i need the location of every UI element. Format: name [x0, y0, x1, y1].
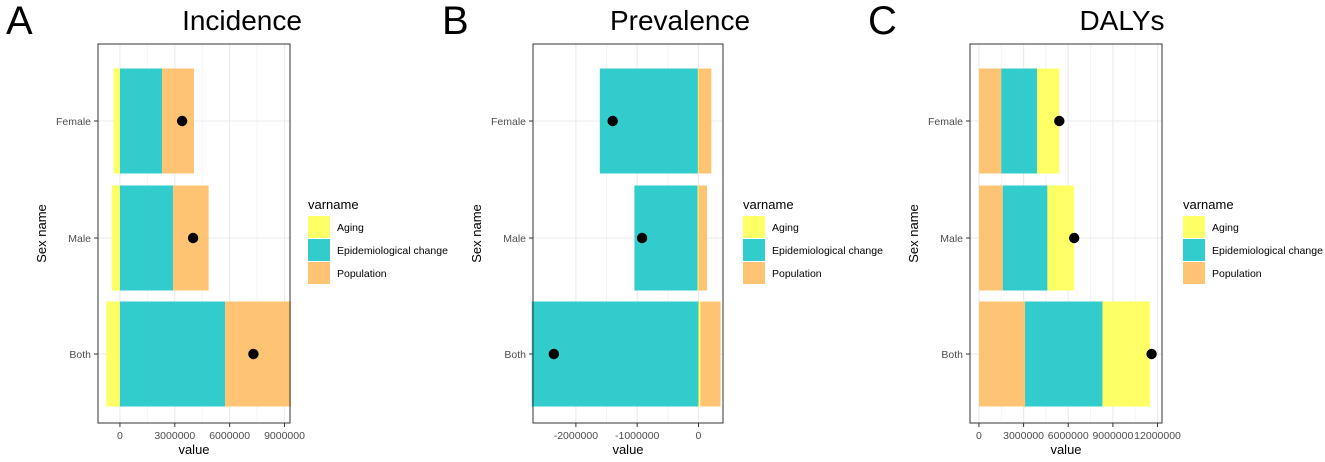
point-male [636, 232, 648, 244]
legend-swatch-aging [1183, 216, 1205, 238]
plot-border [532, 43, 724, 424]
legend-swatch-epidemiological-change [308, 239, 330, 261]
legend-label: Aging [772, 222, 799, 234]
x-tick-label: 9000000 [1092, 430, 1133, 442]
bar-female-epidemiological-change [119, 68, 162, 174]
legend-label: Population [337, 268, 387, 280]
x-axis-label: value [1050, 442, 1081, 457]
bar-female-epidemiological-change [1001, 68, 1037, 174]
x-tick-label: 3000000 [154, 430, 195, 442]
legend-label: Population [1212, 268, 1262, 280]
panel-b: B Prevalence Female Male Both -2000000 -100000… [442, 0, 883, 457]
panel-c: C DALYs Female Male Both 0 3000000 6000000 90000… [868, 0, 1323, 457]
panel-letter: B [442, 0, 469, 43]
x-tick-label: 6000000 [209, 430, 250, 442]
plot-border [97, 43, 291, 424]
legend: varname Aging Epidemiological change Popula… [743, 197, 883, 284]
y-tick-label: Male [940, 233, 963, 245]
x-tick-label: 9000000 [264, 430, 305, 442]
bar-both-epidemiological-change [119, 301, 226, 407]
point-female [1054, 115, 1065, 127]
panel-title: DALYs [1079, 5, 1164, 36]
point-female [607, 115, 618, 127]
plot-border [969, 43, 1163, 424]
legend-label: Aging [1212, 222, 1239, 234]
bar-both-aging [698, 301, 701, 407]
bar-female-aging [113, 68, 120, 174]
legend-swatch-epidemiological-change [1183, 239, 1205, 261]
legend-title: varname [1183, 197, 1234, 212]
legend-label: Epidemiological change [337, 245, 448, 257]
panel-a: A Incidence Female Male Both 0 3000000 6000000 9… [6, 0, 448, 457]
legend-label: Aging [337, 222, 364, 234]
x-tick-label: 6000000 [1048, 430, 1089, 442]
legend-title: varname [743, 197, 794, 212]
legend-swatch-population [743, 262, 765, 284]
x-tick-label: 12000000 [1134, 430, 1181, 442]
legend-label: Epidemiological change [1212, 245, 1323, 257]
point-both [248, 348, 259, 360]
panel-letter: C [868, 0, 897, 43]
panel-letter: A [6, 0, 33, 43]
y-tick-label: Male [503, 233, 526, 245]
point-both [1146, 348, 1157, 360]
bar-both-population [700, 301, 721, 407]
point-male [187, 232, 199, 244]
x-tick-label: -1000000 [615, 430, 660, 442]
y-tick-label: Female [491, 116, 526, 128]
bar-male-population [978, 185, 1003, 291]
y-tick-label: Both [941, 349, 963, 361]
bar-male-aging [697, 185, 699, 291]
y-axis-label: Sex name [34, 204, 49, 263]
bar-both-epidemiological-change [1025, 301, 1103, 407]
legend-label: Population [772, 268, 822, 280]
y-tick-label: Male [68, 233, 91, 245]
legend-swatch-aging [308, 216, 330, 238]
x-axis-label: value [178, 442, 209, 457]
bar-male-aging [111, 185, 120, 291]
bar-female-aging [697, 68, 699, 174]
legend-swatch-population [308, 262, 330, 284]
point-both [548, 348, 560, 360]
bar-male-epidemiological-change [1002, 185, 1048, 291]
x-tick-label: 0 [117, 430, 123, 442]
legend-swatch-epidemiological-change [743, 239, 765, 261]
point-male [1068, 232, 1080, 244]
legend-label: Epidemiological change [772, 245, 883, 257]
point-female [176, 115, 188, 127]
y-tick-label: Female [56, 116, 91, 128]
panel-title: Incidence [182, 5, 302, 36]
x-axis-label: value [612, 442, 643, 457]
bar-female-population [978, 68, 1002, 174]
y-axis-label: Sex name [469, 204, 484, 263]
y-axis-label: Sex name [906, 204, 921, 263]
legend-title: varname [308, 197, 359, 212]
legend-swatch-aging [743, 216, 765, 238]
bar-female-population [698, 68, 712, 174]
x-tick-label: 0 [976, 430, 982, 442]
panel-title: Prevalence [610, 5, 750, 36]
bar-both-population [978, 301, 1026, 407]
x-tick-label: 3000000 [1003, 430, 1044, 442]
legend-swatch-population [1183, 262, 1205, 284]
bar-both-aging [106, 301, 120, 407]
x-tick-label: -2000000 [554, 430, 599, 442]
y-tick-label: Both [69, 349, 91, 361]
bar-male-population [698, 185, 708, 291]
bar-both-aging [1102, 301, 1151, 407]
x-tick-label: 0 [696, 430, 702, 442]
y-tick-label: Both [504, 349, 526, 361]
bar-male-epidemiological-change [119, 185, 173, 291]
y-tick-label: Female [928, 116, 963, 128]
bar-female-aging [1036, 68, 1060, 174]
legend: varname Aging Epidemiological change Popula… [308, 197, 448, 284]
legend: varname Aging Epidemiological change Popula… [1183, 197, 1323, 284]
bar-both-epidemiological-change [531, 301, 699, 407]
